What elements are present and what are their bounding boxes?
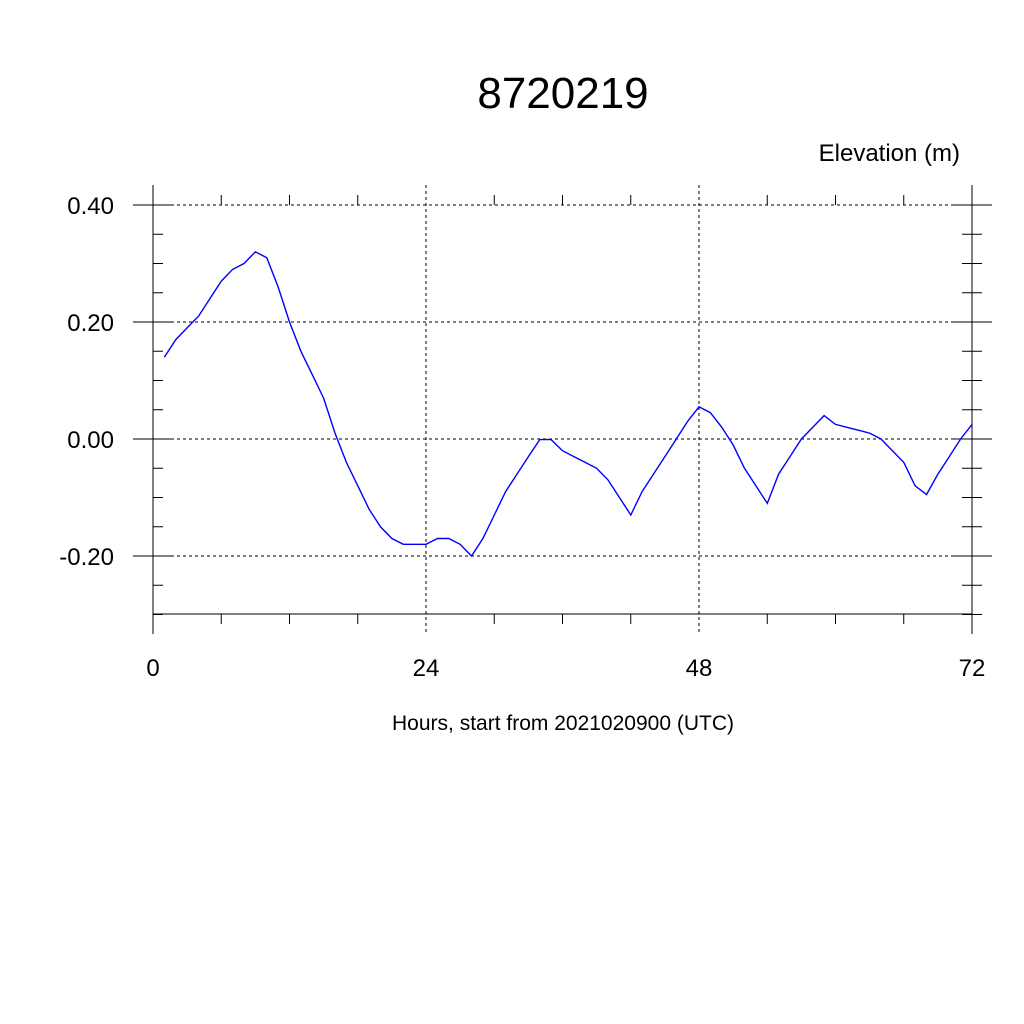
x-tick-label: 48 bbox=[686, 655, 713, 682]
grid-lines bbox=[153, 185, 972, 634]
plot-frame bbox=[152, 185, 973, 634]
series-layer bbox=[163, 250, 973, 558]
axis-ticks bbox=[133, 195, 992, 624]
x-tick-label: 72 bbox=[959, 655, 986, 682]
x-tick-label: 0 bbox=[146, 655, 159, 682]
y-axis-label: Elevation (m) bbox=[819, 140, 960, 167]
elevation-series-line bbox=[163, 250, 973, 558]
y-tick-label: 0.20 bbox=[67, 310, 114, 337]
chart-title: 8720219 bbox=[477, 69, 648, 118]
y-tick-label: -0.20 bbox=[59, 544, 114, 571]
x-tick-label: 24 bbox=[413, 655, 440, 682]
y-tick-label: 0.00 bbox=[67, 427, 114, 454]
x-axis-label: Hours, start from 2021020900 (UTC) bbox=[392, 712, 734, 735]
y-tick-label: 0.40 bbox=[67, 193, 114, 220]
